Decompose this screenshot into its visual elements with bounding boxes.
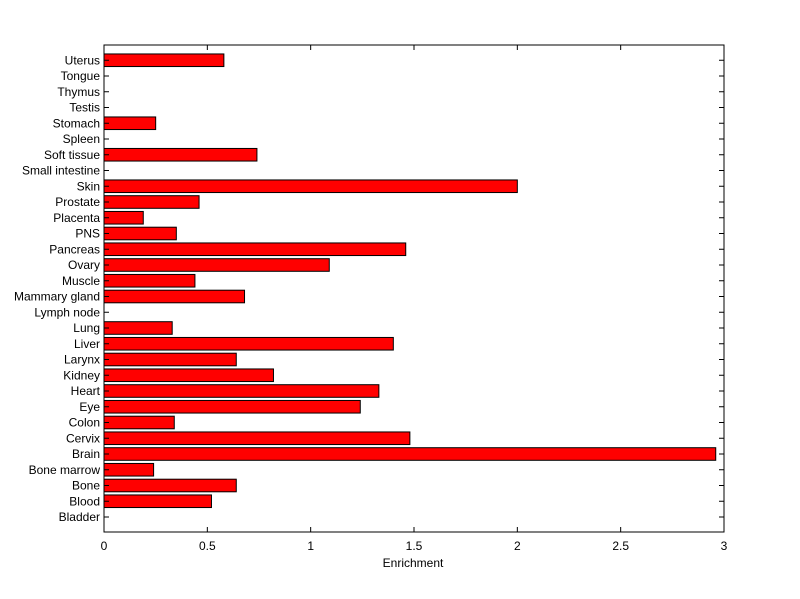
y-tick-label-stomach: Stomach [53,116,100,130]
y-tick-label-bone-marrow: Bone marrow [29,463,101,477]
y-tick-label-liver: Liver [74,337,100,351]
bar-blood [103,494,212,509]
x-axis-label: Enrichment [383,556,444,570]
y-tick-label-heart: Heart [71,384,101,398]
y-tick-label-kidney: Kidney [63,368,100,382]
bar-muscle [103,273,196,288]
y-tick-label-uterus: Uterus [65,53,100,67]
x-tick-label-4: 2 [514,539,521,553]
y-tick-label-lung: Lung [73,321,100,335]
x-tick-label-1: 0.5 [199,539,216,553]
bar-stomach [103,116,157,131]
y-tick-label-bladder: Bladder [59,510,100,524]
y-tick-label-eye: Eye [79,400,100,414]
bar-soft-tissue [103,147,258,162]
y-tick-label-cervix: Cervix [66,431,100,445]
ticks-layer [103,45,725,532]
bar-lung [103,321,173,335]
bar-cervix [103,431,411,446]
bar-liver [103,336,394,351]
y-tick-label-pancreas: Pancreas [49,242,100,256]
x-tick-label-6: 3 [721,539,728,553]
bars-layer [103,53,717,509]
y-tick-label-testis: Testis [69,101,100,115]
bar-heart [103,384,380,398]
bar-colon [103,415,175,430]
bar-mammary-gland [103,289,246,304]
y-tick-label-placenta: Placenta [53,211,100,225]
bar-brain [103,447,717,461]
y-tick-label-brain: Brain [72,447,100,461]
y-tick-label-tongue: Tongue [61,69,101,83]
bar-bone [103,478,237,493]
bar-kidney [103,368,274,383]
y-tick-label-blood: Blood [69,494,100,508]
x-tick-label-2: 1 [307,539,314,553]
y-tick-label-pns: PNS [75,227,100,241]
bar-larynx [103,352,237,367]
x-tick-label-0: 0 [101,539,108,553]
y-tick-label-small-intestine: Small intestine [22,164,100,178]
bar-pancreas [103,242,407,257]
y-tick-label-thymus: Thymus [57,85,100,99]
y-tick-label-bone: Bone [72,479,100,493]
bar-bone-marrow [103,462,155,477]
bar-uterus [103,53,225,68]
bar-ovary [103,258,330,272]
y-tick-label-skin: Skin [77,179,100,193]
bar-pns [103,226,177,241]
bar-eye [103,399,361,414]
y-tick-label-prostate: Prostate [55,195,100,209]
bar-prostate [103,195,200,209]
y-tick-label-colon: Colon [69,416,100,430]
bar-placenta [103,210,144,225]
y-tick-label-ovary: Ovary [68,258,100,272]
y-tick-label-lymph-node: Lymph node [34,305,100,319]
y-tick-label-spleen: Spleen [63,132,100,146]
y-tick-label-larynx: Larynx [64,353,100,367]
bar-skin [103,179,518,194]
x-tick-label-5: 2.5 [612,539,629,553]
y-tick-label-muscle: Muscle [62,274,100,288]
y-tick-label-mammary-gland: Mammary gland [14,290,100,304]
x-tick-label-3: 1.5 [406,539,423,553]
y-tick-label-soft-tissue: Soft tissue [44,148,100,162]
